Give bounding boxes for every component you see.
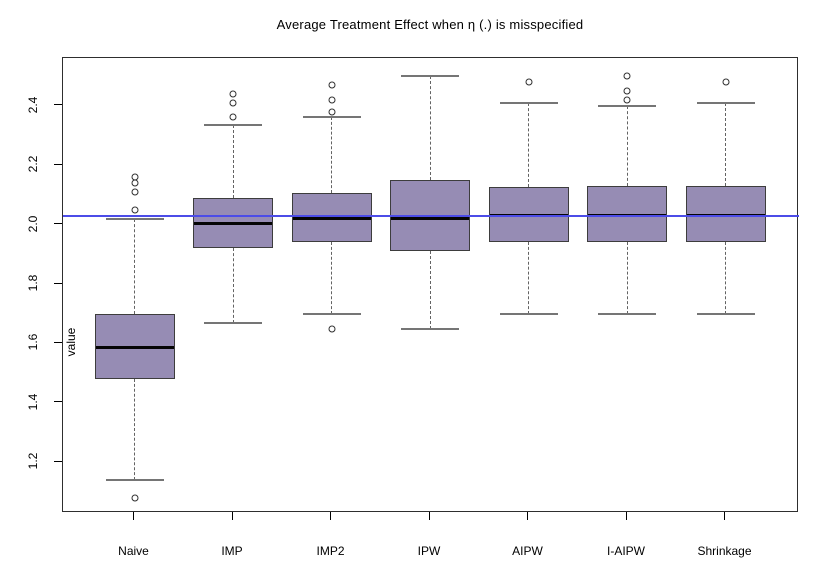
- reference-line: [63, 214, 799, 217]
- upper-whisker: [232, 124, 234, 198]
- outlier-point: [328, 325, 335, 333]
- outlier-point: [328, 81, 335, 89]
- lower-whisker-cap: [401, 327, 459, 330]
- x-axis-tick: [724, 512, 725, 520]
- x-tick-label: IMP: [221, 544, 243, 558]
- outlier-point: [328, 96, 335, 104]
- outlier-point: [328, 108, 335, 116]
- x-tick-label: IMP2: [316, 544, 345, 558]
- x-axis-tick: [330, 512, 331, 520]
- lower-whisker: [528, 242, 529, 314]
- upper-whisker-cap: [204, 123, 262, 126]
- outlier-point: [623, 87, 631, 95]
- y-tick-label: 2.0: [26, 215, 40, 232]
- x-axis-tick: [625, 512, 627, 520]
- x-tick-label: AIPW: [512, 544, 543, 558]
- plot-area: value: [62, 57, 799, 512]
- median-line: [292, 217, 371, 221]
- lower-whisker: [134, 379, 135, 481]
- y-tick-label: 1.4: [26, 393, 40, 411]
- outlier-point: [722, 78, 729, 86]
- x-axis-tick: [133, 512, 134, 520]
- outlier-point: [131, 179, 138, 187]
- upper-whisker: [134, 218, 135, 314]
- lower-whisker: [232, 248, 234, 323]
- y-tick-label: 2.2: [26, 155, 40, 173]
- lower-whisker-cap: [696, 312, 755, 315]
- lower-whisker-cap: [105, 479, 164, 482]
- upper-whisker-cap: [598, 104, 656, 107]
- median-line: [95, 346, 174, 350]
- y-axis-tick: [54, 223, 62, 225]
- outlier-point: [131, 188, 138, 196]
- lower-whisker-cap: [598, 312, 656, 315]
- x-tick-label: Shrinkage: [697, 544, 752, 558]
- outlier-point: [229, 99, 237, 107]
- upper-whisker-cap: [499, 101, 558, 104]
- y-axis-tick: [54, 341, 62, 343]
- outlier-point: [525, 78, 532, 86]
- y-axis-label: value: [64, 327, 78, 357]
- upper-whisker-cap: [696, 101, 755, 104]
- upper-whisker: [331, 117, 332, 194]
- upper-whisker-cap: [302, 116, 361, 119]
- lower-whisker: [725, 242, 726, 314]
- upper-whisker-cap: [401, 74, 459, 77]
- lower-whisker: [331, 242, 332, 314]
- median-line: [194, 221, 272, 225]
- outlier-point: [131, 494, 138, 502]
- upper-whisker: [725, 102, 726, 186]
- median-line: [391, 217, 469, 221]
- x-tick-label: Naive: [118, 544, 149, 558]
- y-axis-tick: [54, 460, 62, 462]
- x-axis-tick: [428, 512, 430, 520]
- y-axis-tick: [54, 163, 62, 165]
- upper-whisker: [429, 75, 431, 180]
- y-tick-label: 1.6: [26, 334, 40, 351]
- lower-whisker-cap: [204, 321, 262, 324]
- upper-whisker-cap: [105, 217, 164, 220]
- lower-whisker-cap: [499, 312, 558, 315]
- outlier-point: [623, 96, 631, 104]
- outlier-point: [229, 90, 237, 98]
- x-tick-label: IPW: [417, 544, 441, 558]
- outlier-point: [131, 206, 138, 214]
- upper-whisker: [626, 105, 628, 186]
- y-axis-tick: [54, 104, 62, 106]
- y-tick-label: 1.2: [26, 453, 40, 470]
- lower-whisker: [626, 242, 628, 314]
- y-tick-label: 1.8: [26, 274, 40, 292]
- x-axis-tick: [527, 512, 528, 520]
- upper-whisker: [528, 102, 529, 188]
- outlier-point: [229, 113, 237, 121]
- lower-whisker-cap: [302, 312, 361, 315]
- outlier-point: [623, 72, 631, 80]
- x-tick-label: I-AIPW: [607, 544, 645, 558]
- y-tick-label: 2.4: [26, 96, 40, 113]
- chart-title: Average Treatment Effect when η (.) is m…: [276, 17, 584, 32]
- y-axis-tick: [54, 401, 62, 403]
- x-axis-tick: [231, 512, 233, 520]
- lower-whisker: [429, 251, 431, 329]
- y-axis-tick: [54, 282, 62, 284]
